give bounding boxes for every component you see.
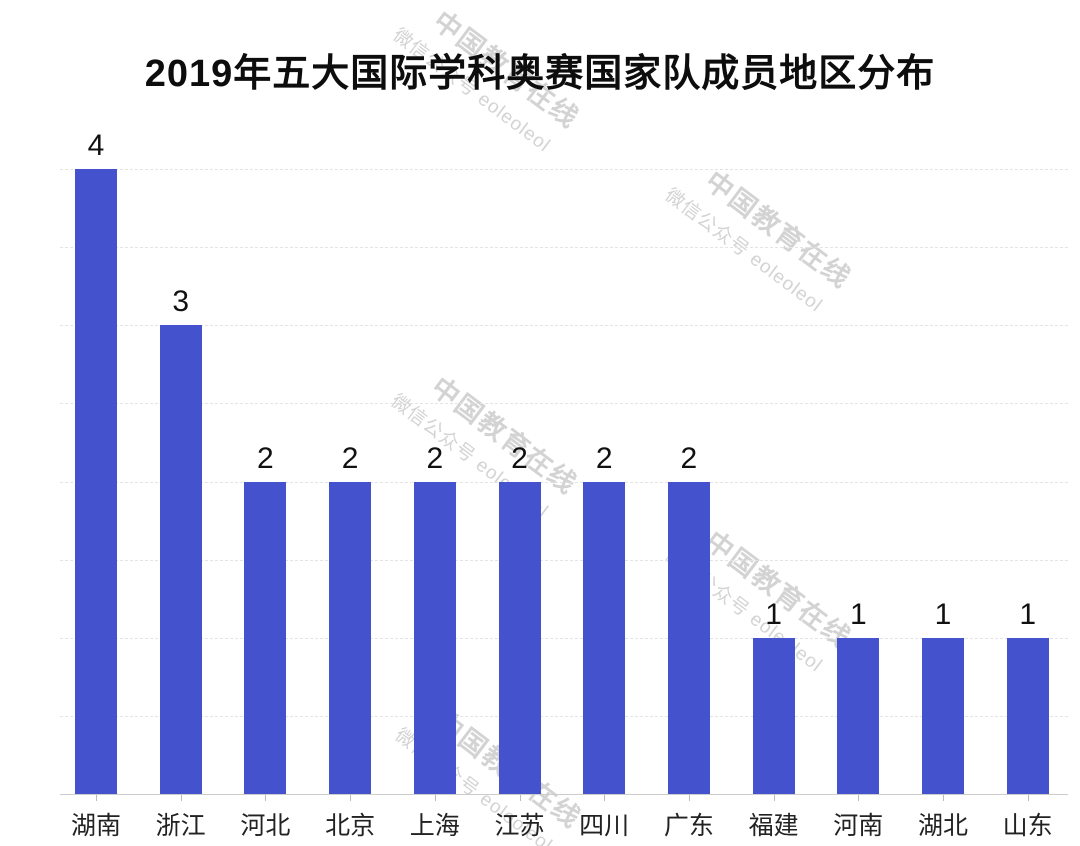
x-axis-label: 江苏 xyxy=(494,812,545,840)
x-axis-label: 河南 xyxy=(833,812,884,840)
gridline xyxy=(60,247,1068,249)
x-axis-label: 湖北 xyxy=(917,812,968,840)
x-axis-line xyxy=(60,794,1068,795)
gridline xyxy=(60,325,1068,327)
gridline xyxy=(60,481,1068,483)
x-axis-tick xyxy=(519,794,521,801)
gridline xyxy=(60,559,1068,561)
x-axis-tick xyxy=(688,794,690,801)
bar-9 xyxy=(752,637,795,794)
x-axis-tick xyxy=(350,794,352,801)
bar-value-label: 4 xyxy=(87,129,105,162)
bar-12 xyxy=(1006,637,1049,794)
bar-value-label: 2 xyxy=(257,441,274,475)
bar-8 xyxy=(667,481,710,794)
x-axis-tick xyxy=(265,794,267,801)
chart-title: 2019年五大国际学科奥赛国家队成员地区分布 xyxy=(144,53,936,95)
gridline xyxy=(60,403,1068,405)
x-axis-label: 山东 xyxy=(1002,812,1053,840)
x-axis-label: 上海 xyxy=(409,812,460,840)
x-axis-tick xyxy=(604,794,606,801)
x-axis-label: 北京 xyxy=(325,812,376,840)
bar-3 xyxy=(244,481,287,794)
x-axis-label: 四川 xyxy=(579,812,630,840)
bar-value-label: 1 xyxy=(849,597,867,631)
bar-10 xyxy=(837,637,880,794)
bar-7 xyxy=(583,481,626,794)
gridline xyxy=(60,169,1068,170)
bar-1 xyxy=(75,169,117,794)
x-axis-tick xyxy=(858,794,860,801)
bar-value-label: 1 xyxy=(765,597,782,631)
x-axis-label: 湖南 xyxy=(70,812,121,840)
x-axis-tick xyxy=(1027,794,1029,801)
x-axis-tick xyxy=(773,794,775,801)
x-axis-tick xyxy=(943,794,944,801)
bar-value-label: 2 xyxy=(595,441,613,475)
x-axis-tick xyxy=(434,794,436,801)
bar-value-label: 2 xyxy=(426,441,444,475)
gridline xyxy=(60,637,1068,639)
x-axis-tick xyxy=(180,794,182,801)
bar-value-label: 3 xyxy=(172,285,190,319)
bar-value-label: 2 xyxy=(680,441,698,475)
bar-value-label: 2 xyxy=(511,441,528,475)
x-axis-label: 河北 xyxy=(240,812,291,840)
x-axis-label: 广东 xyxy=(663,812,714,840)
x-axis-label: 福建 xyxy=(748,812,799,840)
bar-2 xyxy=(159,325,202,794)
bar-5 xyxy=(413,481,456,794)
bar-value-label: 2 xyxy=(341,441,359,475)
bar-value-label: 1 xyxy=(1019,597,1037,631)
bar-11 xyxy=(922,637,964,794)
bar-4 xyxy=(329,481,372,794)
bar-6 xyxy=(498,481,541,794)
gridline xyxy=(60,715,1068,717)
x-axis-tick xyxy=(96,794,97,801)
bar-value-label: 1 xyxy=(934,597,952,631)
x-axis-label: 浙江 xyxy=(155,812,206,840)
